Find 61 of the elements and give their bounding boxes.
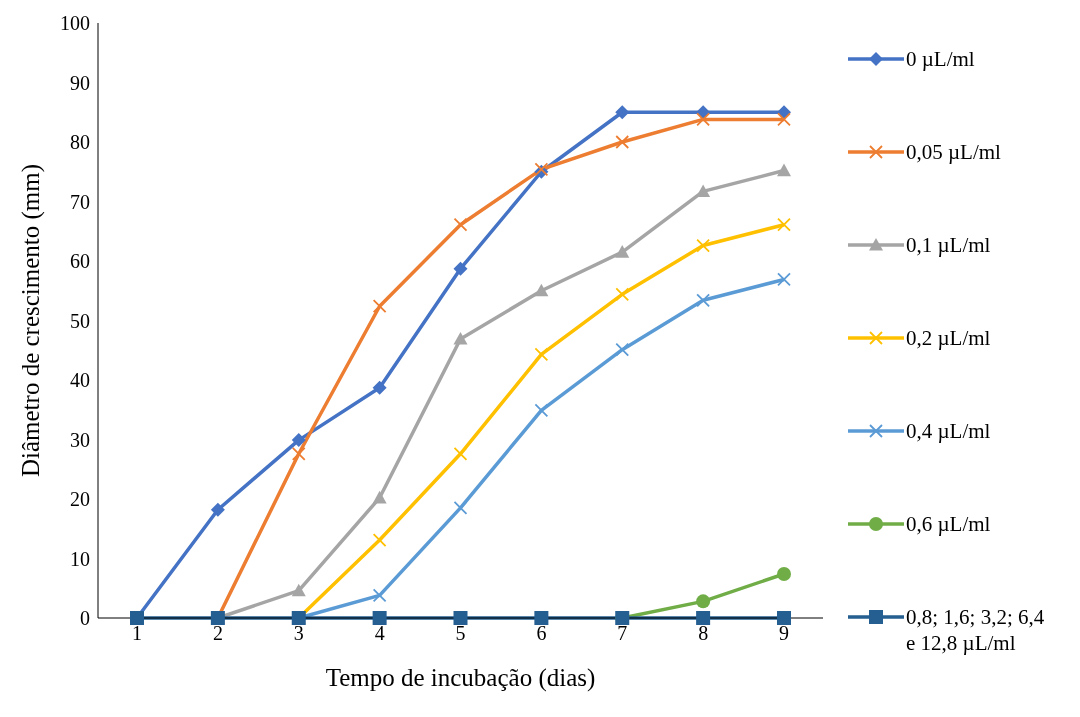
point (291, 433, 306, 448)
point (372, 299, 387, 314)
point (777, 163, 791, 177)
point (615, 105, 630, 120)
point (372, 611, 387, 625)
point (210, 502, 225, 517)
point (291, 446, 306, 461)
x-tick-label: 9 (779, 622, 789, 645)
legend-label: 0,6 µL/ml (906, 511, 991, 537)
point (696, 293, 711, 308)
point (453, 261, 468, 276)
point (696, 594, 711, 609)
point (453, 611, 468, 625)
legend-label: 0,1 µL/ml (906, 232, 991, 258)
x-tick-label: 2 (212, 622, 223, 645)
point (372, 380, 387, 395)
legend-label: 0 µL/ml (906, 46, 975, 72)
x-tick-label: 5 (455, 622, 466, 645)
point (372, 588, 387, 603)
legend-label: 0,05 µL/ml (906, 139, 1001, 165)
point (696, 184, 711, 197)
x-tick-label: 3 (293, 622, 304, 645)
y-tick-label: 0 (80, 607, 90, 629)
point (453, 331, 468, 345)
point (696, 112, 711, 127)
x-tick-label: 7 (617, 622, 628, 645)
y-tick-label: 20 (70, 488, 90, 510)
y-tick-label: 10 (70, 547, 90, 570)
point (534, 347, 549, 362)
y-axis-title: Diâmetro de crescimento (mm) (16, 163, 45, 478)
y-tick-label: 30 (70, 428, 90, 451)
point (534, 611, 549, 625)
x-tick-label: 1 (132, 622, 142, 645)
point (615, 135, 630, 149)
point (615, 342, 630, 357)
legend-label: 0,4 µL/ml (906, 418, 991, 444)
point (534, 283, 549, 297)
point (372, 490, 387, 504)
x-tick-label: 6 (536, 622, 547, 645)
y-tick-label: 60 (70, 250, 90, 272)
y-tick-label: 40 (70, 369, 90, 391)
x-tick-label: 4 (374, 622, 385, 645)
y-tick-label: 70 (70, 190, 90, 213)
point (777, 112, 791, 127)
point (777, 217, 791, 232)
point (696, 611, 711, 625)
y-tick-label: 90 (70, 71, 90, 94)
x-axis-title: Tempo de incubação (dias) (325, 663, 596, 692)
point (615, 245, 630, 258)
legend-label: 0,8; 1,6; 3,2; 6,4 e 12,8 µL/ml (906, 604, 1046, 656)
point (777, 611, 791, 625)
point (777, 272, 791, 287)
point (615, 287, 630, 302)
point (777, 566, 791, 581)
y-tick-label: 80 (70, 131, 90, 153)
legend-label: 0,2 µL/ml (906, 325, 991, 351)
y-tick-label: 100 (60, 12, 90, 34)
point (291, 583, 306, 597)
point (696, 238, 711, 253)
y-tick-label: 50 (70, 309, 90, 332)
x-tick-label: 8 (698, 622, 709, 645)
